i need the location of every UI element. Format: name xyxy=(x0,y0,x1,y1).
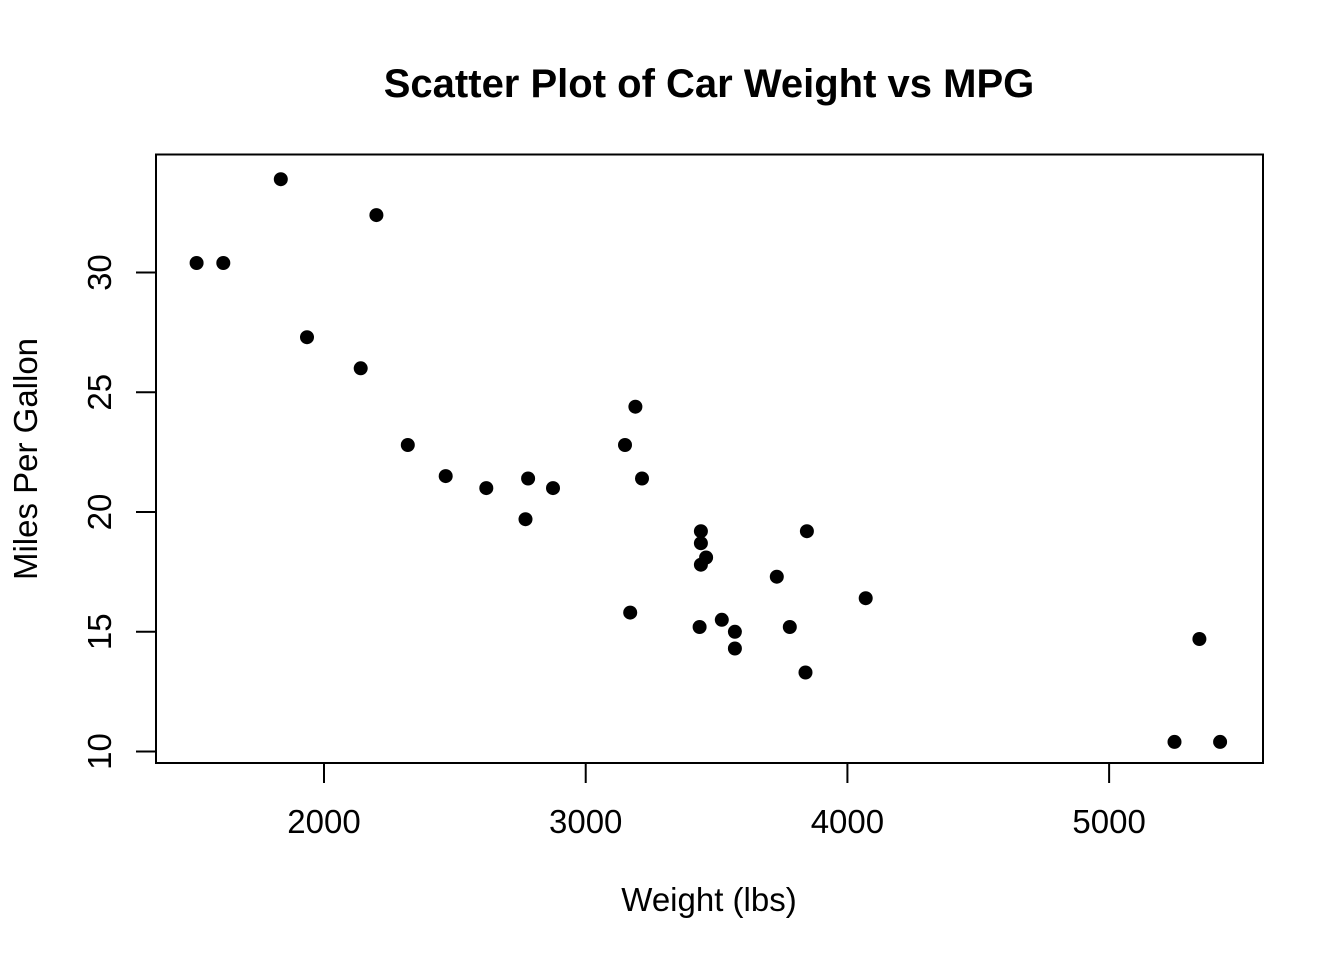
data-point xyxy=(353,361,368,376)
y-axis-title: Miles Per Gallon xyxy=(7,338,44,580)
data-point xyxy=(799,524,814,539)
x-tick-label: 4000 xyxy=(811,803,884,840)
data-point xyxy=(714,612,729,627)
data-point xyxy=(727,641,742,656)
data-point xyxy=(1213,734,1228,749)
data-points xyxy=(189,172,1228,749)
data-point xyxy=(693,557,708,572)
plot-box xyxy=(155,153,1264,764)
data-point xyxy=(693,536,708,551)
y-axis: 10 15 20 25 30 xyxy=(81,254,156,770)
x-tick-label: 2000 xyxy=(287,803,360,840)
y-tick-label: 30 xyxy=(81,254,118,291)
data-point xyxy=(782,620,797,634)
y-tick-label: 25 xyxy=(81,374,118,411)
data-point xyxy=(618,438,632,452)
y-tick-label: 20 xyxy=(81,494,118,531)
data-point xyxy=(1167,734,1182,749)
data-point xyxy=(216,256,231,270)
data-point xyxy=(692,620,707,634)
x-tick-label: 5000 xyxy=(1072,803,1145,840)
data-point xyxy=(521,471,536,486)
x-tick-label: 3000 xyxy=(549,803,622,840)
data-point xyxy=(300,330,314,345)
data-point xyxy=(628,399,643,414)
y-tick-label: 10 xyxy=(81,733,118,770)
data-point xyxy=(546,481,560,496)
data-point xyxy=(189,256,204,270)
data-point xyxy=(479,481,494,496)
data-point xyxy=(1192,632,1207,646)
data-point xyxy=(400,438,415,452)
data-point xyxy=(369,208,384,223)
data-point xyxy=(518,512,533,527)
data-point xyxy=(635,471,649,486)
data-point xyxy=(438,469,453,484)
x-axis-title: Weight (lbs) xyxy=(621,881,796,918)
data-point xyxy=(623,605,638,620)
data-point xyxy=(798,665,813,680)
data-point xyxy=(769,569,784,584)
data-point xyxy=(727,624,742,639)
x-axis: 2000 3000 4000 5000 xyxy=(287,763,1146,840)
y-tick-label: 15 xyxy=(81,613,118,650)
data-point xyxy=(273,172,288,187)
data-point xyxy=(693,524,708,539)
data-point xyxy=(858,591,873,606)
chart-title: Scatter Plot of Car Weight vs MPG xyxy=(384,62,1035,106)
